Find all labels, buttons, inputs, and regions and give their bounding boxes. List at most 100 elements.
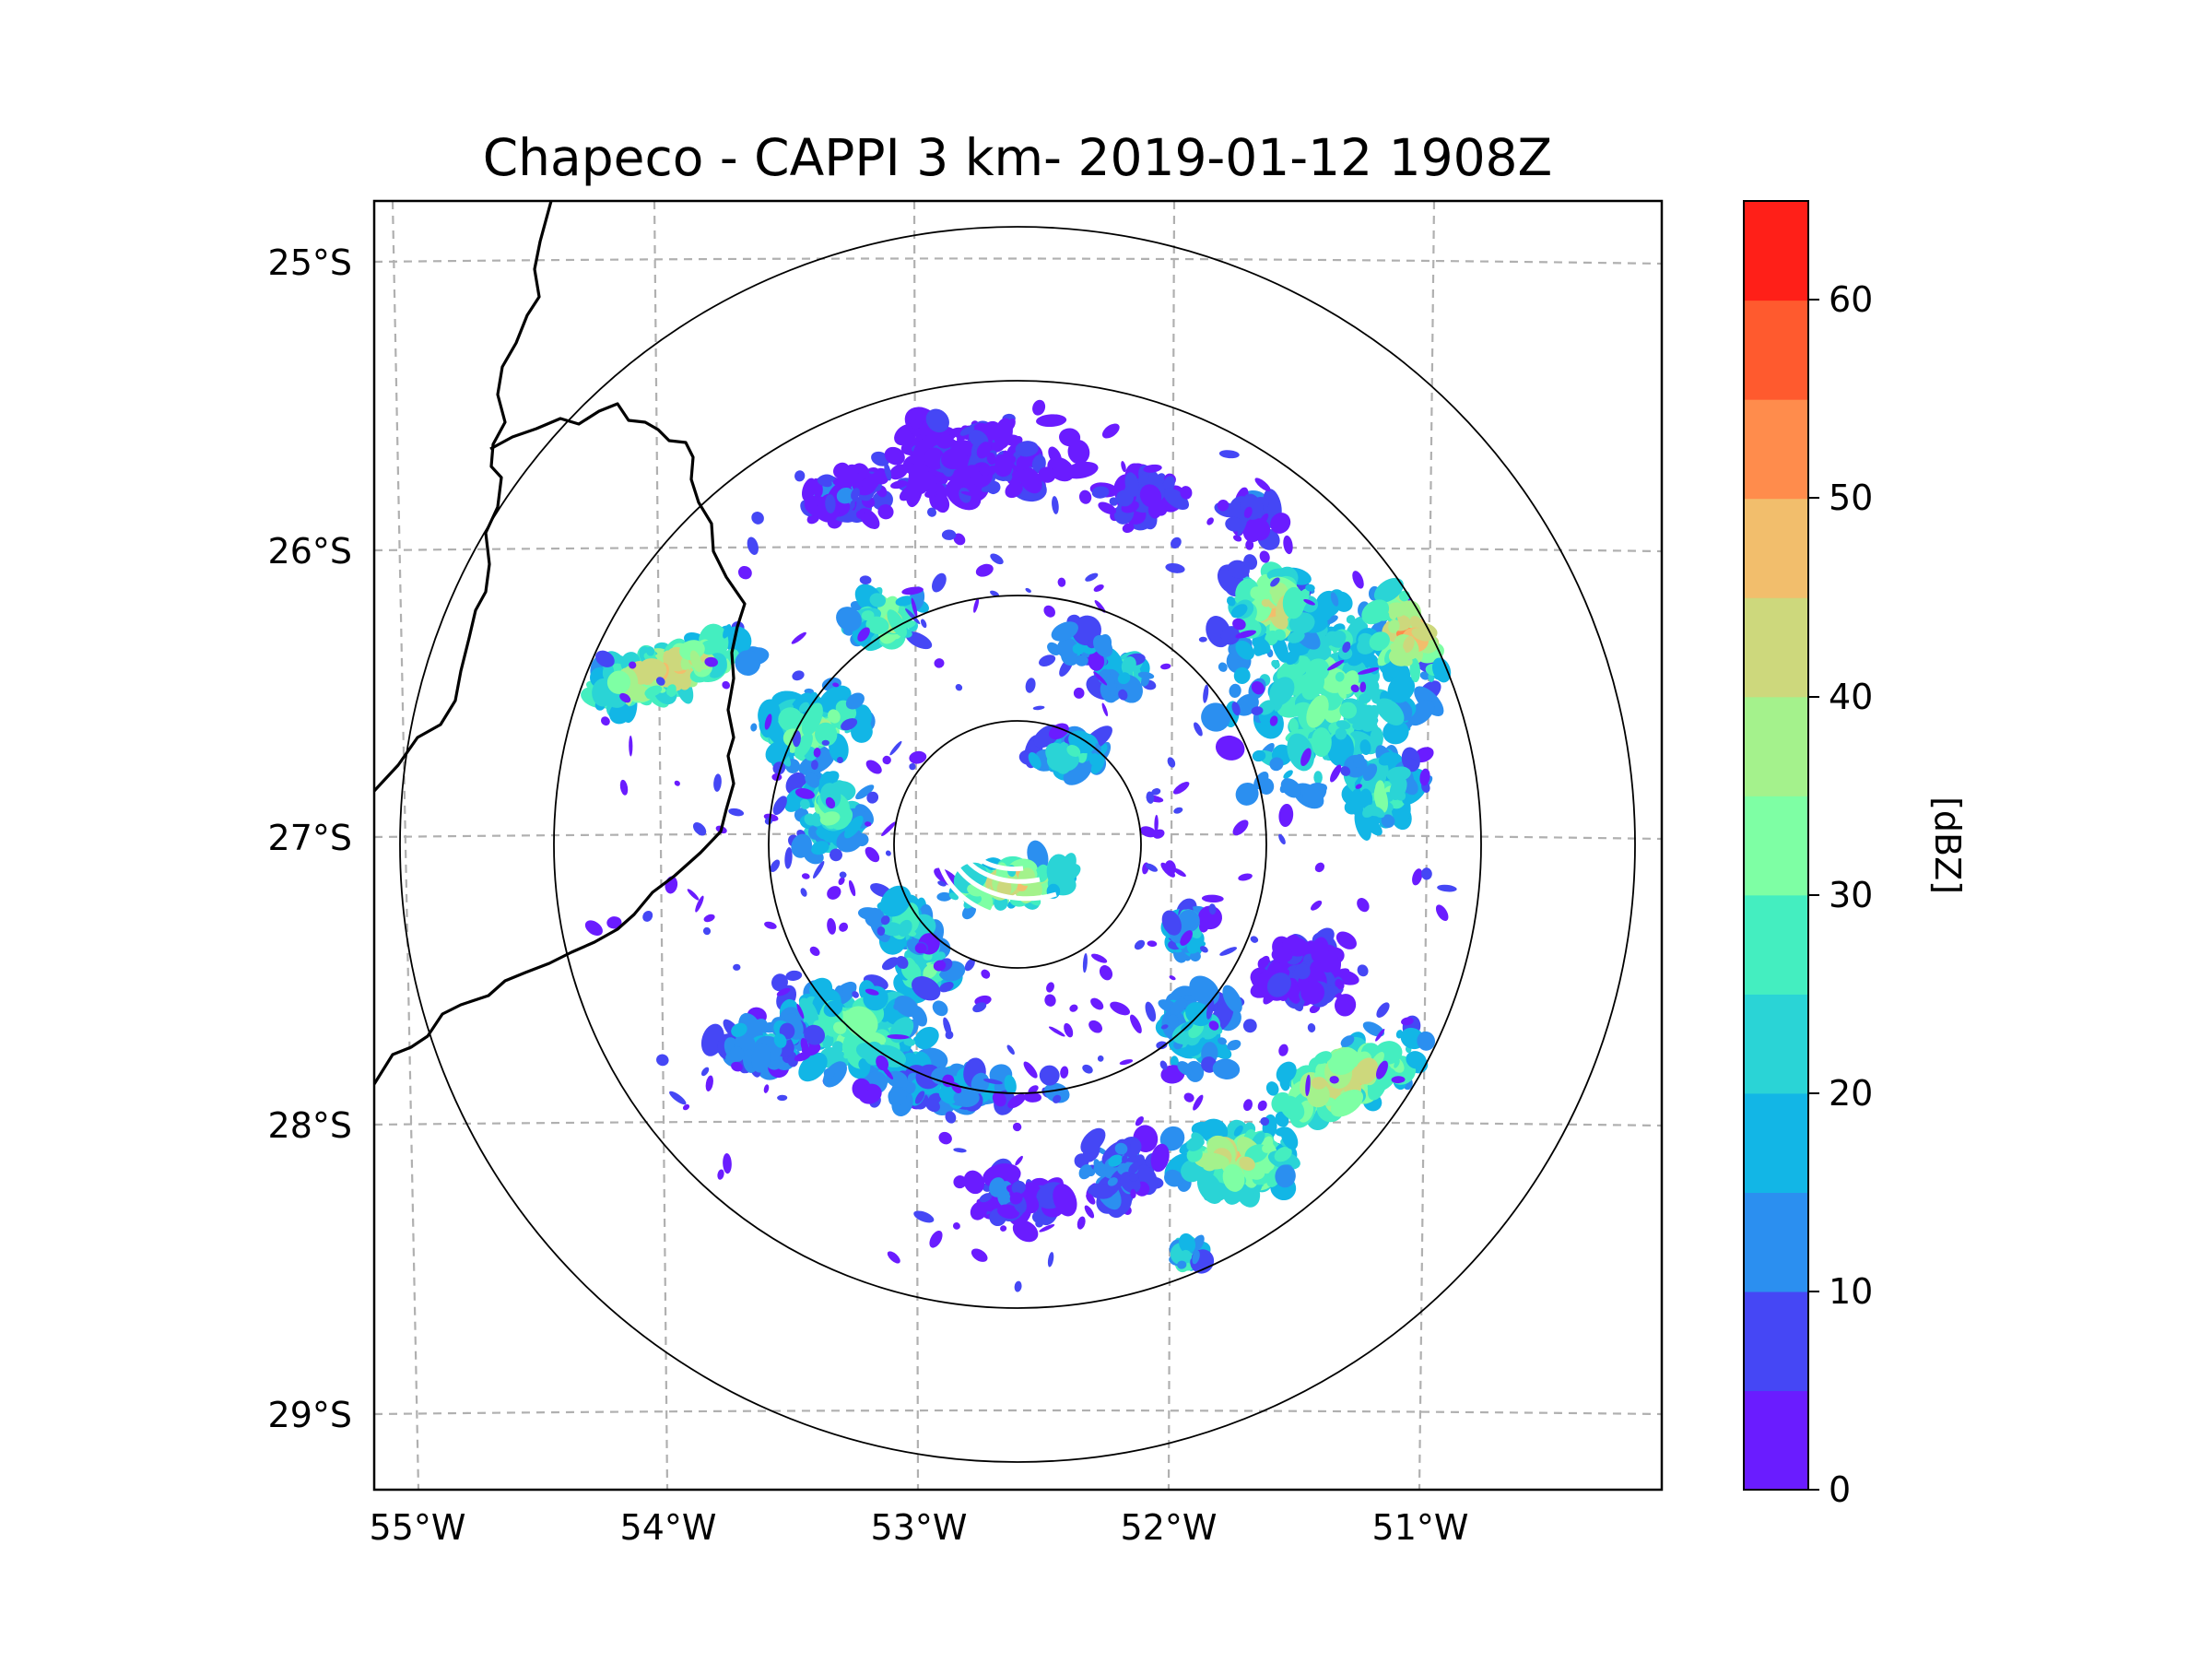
echo-cell [764, 921, 777, 929]
echo-cell [926, 507, 937, 517]
echo-cell [1325, 985, 1339, 996]
echo-cell [1036, 414, 1067, 428]
echo-cell [1181, 1159, 1204, 1183]
lat-label-29: 29°S [268, 1395, 352, 1435]
echo-cell [865, 616, 889, 635]
echo-cell [1164, 1169, 1183, 1187]
echo-cell [1243, 506, 1253, 519]
echo-cell [848, 879, 856, 897]
echo-cell [642, 910, 653, 922]
echo-cell [735, 650, 761, 676]
echo-cell [1146, 791, 1155, 804]
echo-cell [1122, 523, 1135, 534]
echo-cell [1330, 764, 1342, 783]
echo-cell [730, 1045, 745, 1062]
echo-cell [1160, 663, 1171, 670]
echo-cell [823, 1000, 843, 1018]
echo-cell [1242, 1099, 1253, 1112]
echo-cell [1181, 1249, 1193, 1262]
echo-cell [1269, 677, 1295, 706]
clutter-arcs [935, 840, 1072, 922]
echo-cell [887, 609, 907, 638]
echo-cell [912, 1036, 928, 1047]
echo-cell [1048, 1026, 1065, 1037]
echo-cell [936, 891, 952, 902]
echo-cell [1073, 687, 1085, 699]
echo-cell [832, 682, 840, 688]
echo-cell [822, 1034, 834, 1049]
echo-cell [970, 1201, 988, 1221]
lon-label-55: 55°W [370, 1507, 466, 1548]
echo-cell [1047, 1252, 1054, 1268]
echo-cell [1335, 931, 1357, 949]
echo-cell [1080, 1127, 1106, 1154]
echo-cell [1335, 720, 1351, 730]
echo-cell [1206, 517, 1214, 525]
echo-cell [825, 494, 836, 513]
echo-cell [869, 593, 887, 607]
echo-cell [1361, 599, 1390, 625]
echo-cell [929, 1230, 943, 1248]
echo-cell [1093, 1159, 1101, 1173]
echo-cell [994, 458, 1013, 478]
echo-cell [887, 1034, 910, 1040]
echo-cell [836, 488, 855, 504]
echo-cell [894, 995, 919, 1018]
echo-cell [1373, 577, 1404, 603]
echo-cell [810, 841, 830, 855]
echo-cell [1252, 749, 1266, 762]
echo-cell [1311, 900, 1323, 911]
echo-cell [717, 1169, 724, 1180]
echo-cell [1371, 806, 1385, 819]
echo-cell [1159, 1126, 1185, 1151]
echo-cell [953, 1148, 967, 1153]
lat-label-25: 25°S [268, 242, 352, 283]
echo-cell [1094, 600, 1106, 613]
echo-cell [1090, 997, 1104, 1010]
echo-cell [1390, 643, 1406, 657]
echo-cell [1107, 1177, 1118, 1186]
echo-cell [606, 916, 622, 929]
echo-cell [751, 511, 764, 525]
colorbar-band [1744, 796, 1808, 896]
echo-cell [1172, 867, 1186, 878]
echo-cell [1064, 1022, 1074, 1038]
echo-cell [1355, 784, 1362, 789]
echo-cell [1329, 1076, 1339, 1084]
echo-cell [1420, 867, 1432, 880]
echo-cell [1069, 1004, 1078, 1012]
echo-cell [1358, 692, 1372, 704]
echo-cell [1162, 476, 1175, 493]
colorbar-label: [dBZ] [1927, 796, 1968, 894]
echo-cell [905, 608, 921, 625]
echo-cell [639, 658, 667, 680]
echo-cell [819, 811, 841, 826]
colorbar-ticks: 0 10 20 30 40 50 60 [1808, 279, 1873, 1510]
echo-cell [1101, 423, 1120, 439]
echo-cell [1357, 667, 1380, 675]
echo-cell [1431, 657, 1452, 683]
echo-cell [804, 1024, 826, 1045]
echo-cell [1032, 705, 1045, 711]
echo-cell [861, 610, 875, 621]
echo-cell [584, 920, 603, 937]
echo-cell [1278, 803, 1294, 828]
echo-cell [876, 1055, 889, 1071]
echo-cell [1023, 1091, 1041, 1103]
echo-cell [1198, 636, 1207, 643]
echo-cell [1251, 974, 1260, 986]
echo-cell [1151, 788, 1161, 796]
echo-cell [857, 627, 870, 642]
echo-cell [982, 1078, 1003, 1085]
echo-cell [801, 702, 823, 737]
echo-cell [955, 684, 963, 691]
echo-cell [1016, 456, 1030, 470]
echo-cell [865, 846, 880, 863]
echo-cell [937, 880, 947, 887]
echo-cell [1389, 610, 1397, 620]
echo-cell [1218, 450, 1240, 459]
echo-cell [986, 452, 996, 466]
echo-cell [1090, 756, 1105, 774]
echo-cell [687, 889, 700, 901]
echo-cell [1271, 946, 1293, 963]
